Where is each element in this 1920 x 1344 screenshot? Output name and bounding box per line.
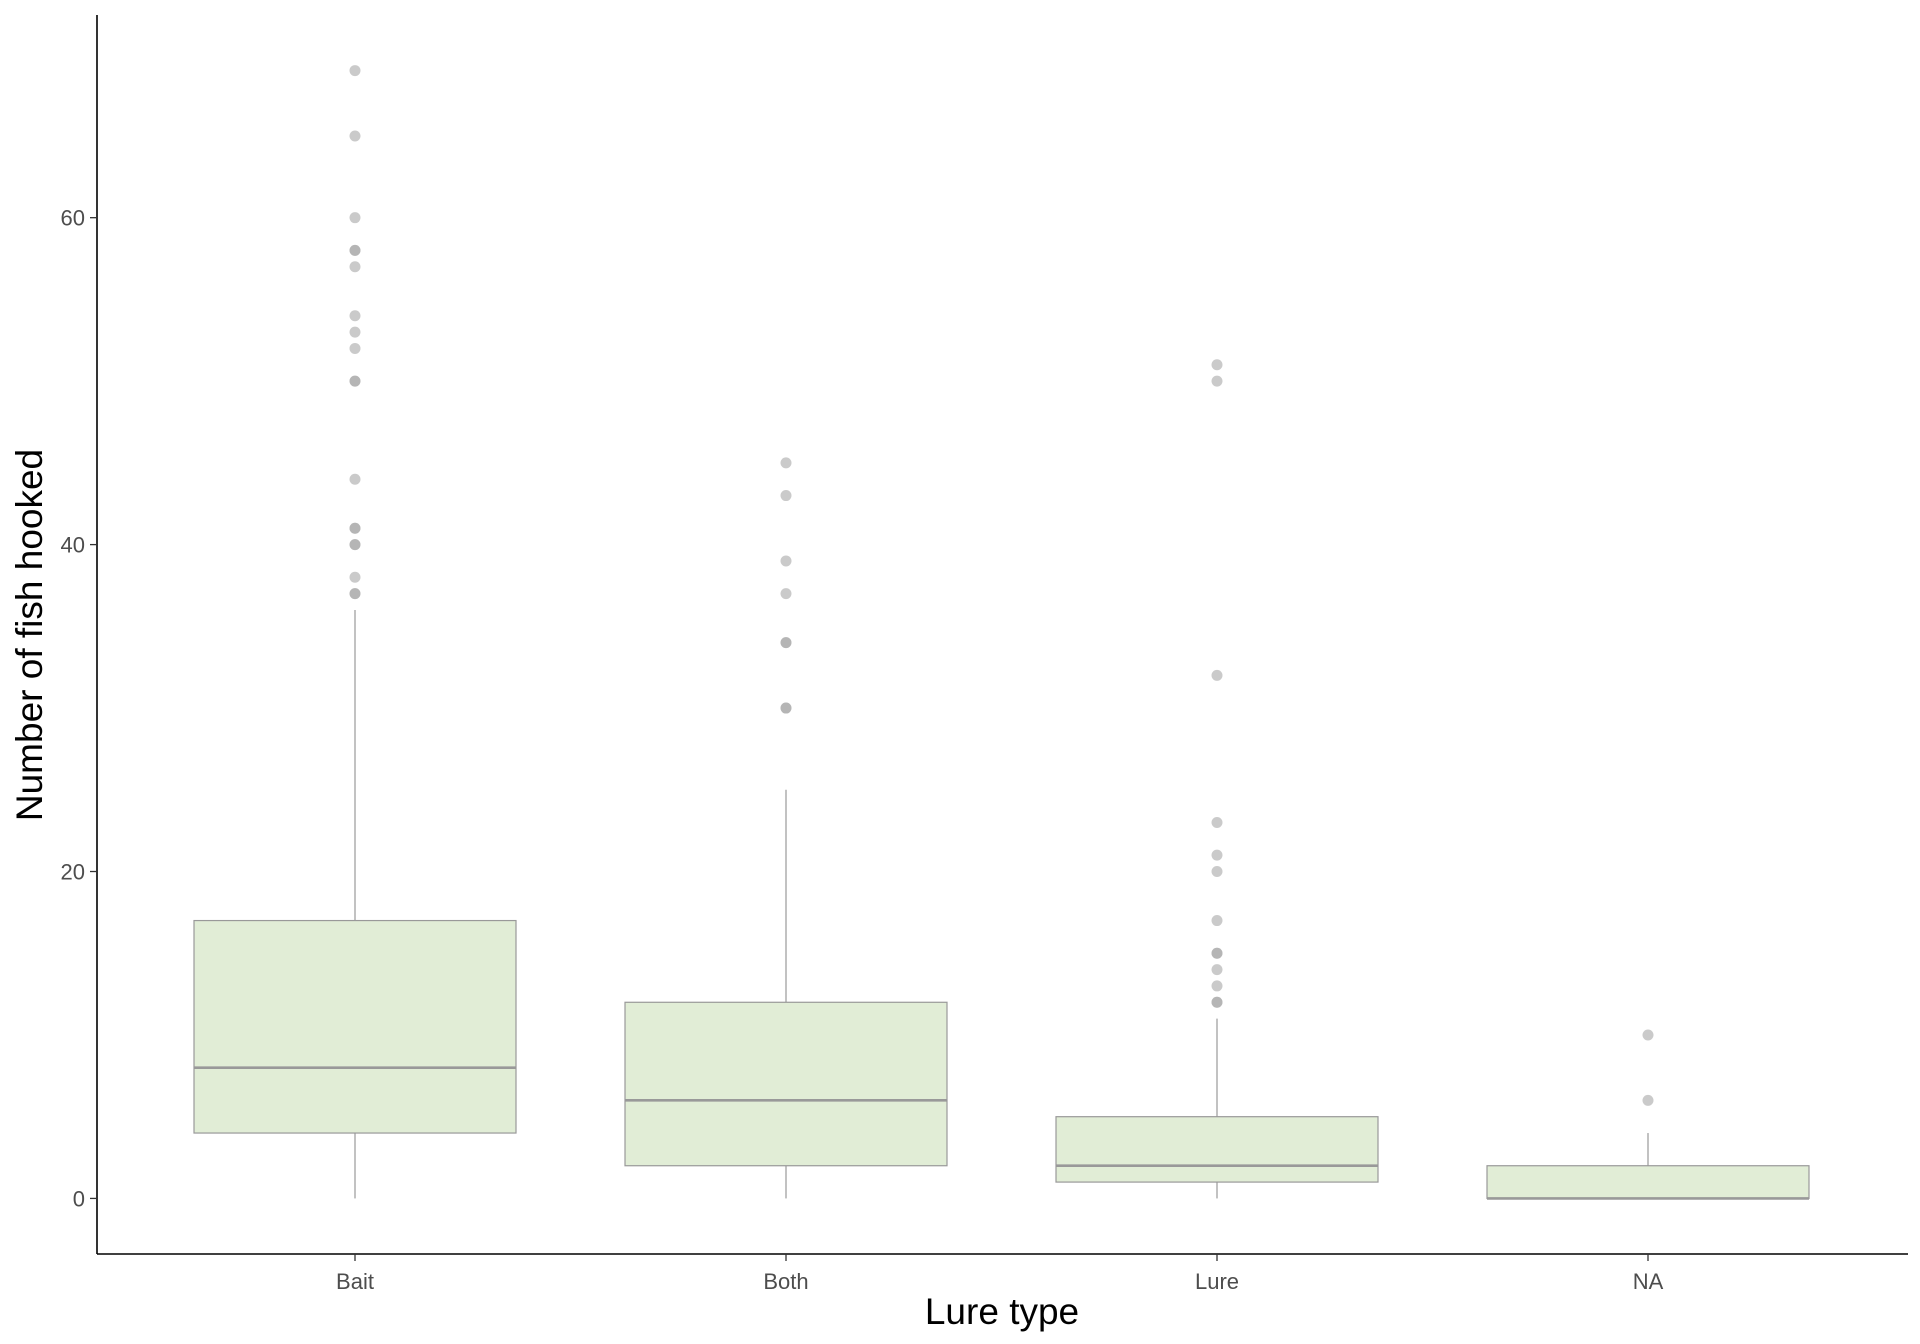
outlier-point [349, 571, 361, 583]
y-tick-label: 40 [61, 533, 85, 558]
outlier-point [349, 212, 361, 224]
outlier-point [349, 65, 361, 77]
outlier-point [780, 490, 792, 502]
x-tick-label: NA [1633, 1269, 1664, 1294]
x-axis-title: Lure type [925, 1291, 1079, 1332]
outlier-point [349, 375, 361, 387]
y-tick-label: 0 [73, 1186, 85, 1211]
outlier-point [349, 588, 361, 600]
outlier-point [1211, 947, 1223, 959]
outlier-point [349, 244, 361, 256]
outlier-point [1211, 375, 1223, 387]
box-group-bait [193, 65, 517, 1199]
outlier-point [349, 261, 361, 273]
outlier-point [349, 522, 361, 534]
iqr-box [624, 1001, 948, 1167]
y-tick-label: 20 [61, 860, 85, 885]
outlier-point [1211, 359, 1223, 371]
outlier-point [349, 310, 361, 322]
y-axis-title: Number of fish hooked [9, 449, 50, 821]
outlier-point [1642, 1029, 1654, 1041]
outlier-point [1211, 669, 1223, 681]
outlier-point [349, 473, 361, 485]
outlier-point [1211, 964, 1223, 976]
x-axis-ticks: Bait Both Lure NA [336, 1254, 1664, 1294]
y-axis-ticks: 0 20 40 60 [61, 206, 97, 1211]
outlier-point [1211, 996, 1223, 1008]
plot-area [193, 65, 1810, 1200]
outlier-point [1211, 816, 1223, 828]
outlier-point [349, 342, 361, 354]
outlier-point [780, 637, 792, 649]
x-tick-label: Lure [1195, 1269, 1239, 1294]
outlier-point [780, 702, 792, 714]
outlier-point [1211, 915, 1223, 927]
outlier-point [780, 457, 792, 469]
outlier-point [1211, 980, 1223, 992]
box-group-both [624, 457, 948, 1199]
y-tick-label: 60 [61, 206, 85, 231]
outlier-point [349, 539, 361, 551]
iqr-box [1486, 1165, 1810, 1200]
outlier-point [1211, 866, 1223, 878]
iqr-box [1055, 1116, 1379, 1183]
outlier-point [349, 130, 361, 142]
x-tick-label: Bait [336, 1269, 374, 1294]
outlier-point [1642, 1094, 1654, 1106]
x-tick-label: Both [763, 1269, 808, 1294]
outlier-point [1211, 849, 1223, 861]
box-group-na [1486, 1029, 1810, 1200]
box-group-lure [1055, 359, 1379, 1199]
outlier-point [349, 326, 361, 338]
iqr-box [193, 919, 517, 1134]
outlier-point [780, 588, 792, 600]
outlier-point [780, 555, 792, 567]
